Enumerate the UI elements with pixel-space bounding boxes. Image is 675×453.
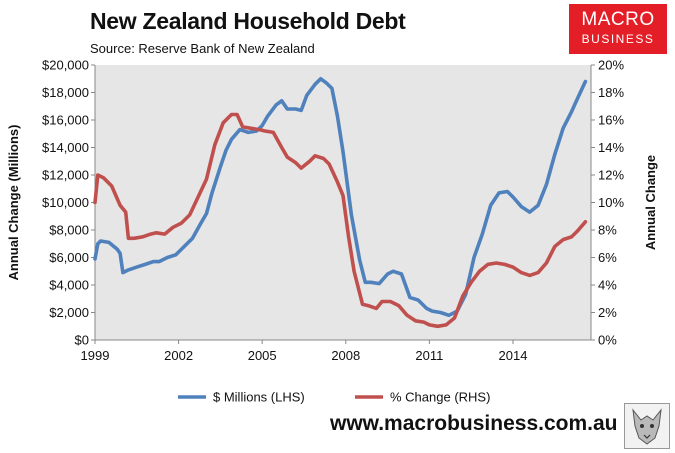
- y-right-tick-label: 2%: [598, 305, 617, 320]
- y-right-tick-label: 16%: [598, 113, 624, 128]
- y-right-tick-label: 10%: [598, 195, 624, 210]
- legend-label-1: $ Millions (LHS): [213, 390, 305, 405]
- y-left-tick-label: $0: [75, 333, 89, 348]
- y-right-tick-label: 4%: [598, 278, 617, 293]
- y-right-tick-label: 18%: [598, 85, 624, 100]
- x-tick-label: 2014: [499, 348, 528, 363]
- y-right-tick-label: 14%: [598, 140, 624, 155]
- legend-label-2: % Change (RHS): [390, 390, 490, 405]
- website-url: www.macrobusiness.com.au: [330, 412, 618, 435]
- x-tick-label: 2011: [415, 348, 443, 363]
- y-right-tick-label: 12%: [598, 168, 624, 183]
- y-right-axis-label: Annual Change: [643, 155, 658, 250]
- wolf-logo-icon: [624, 403, 670, 449]
- x-tick-label: 2002: [164, 348, 193, 363]
- y-left-tick-label: $16,000: [42, 113, 89, 128]
- y-left-tick-label: $2,000: [49, 305, 89, 320]
- series-line-1: [93, 77, 588, 318]
- x-tick-label: 2008: [331, 348, 360, 363]
- y-right-tick-label: 8%: [598, 223, 617, 238]
- macrobusiness-logo: MACRO BUSINESS: [569, 4, 667, 54]
- y-left-tick-label: $20,000: [42, 58, 89, 73]
- y-right-tick-label: 6%: [598, 250, 617, 265]
- x-tick-label: 2005: [248, 348, 277, 363]
- y-right-tick-label: 20%: [598, 58, 624, 73]
- y-left-tick-label: $8,000: [49, 223, 89, 238]
- logo-line-1: MACRO: [581, 9, 655, 30]
- y-left-tick-label: $10,000: [42, 195, 89, 210]
- y-left-tick-label: $18,000: [42, 85, 89, 100]
- x-tick-label: 1999: [81, 348, 110, 363]
- logo-line-2: BUSINESS: [581, 32, 655, 46]
- y-left-tick-label: $4,000: [49, 278, 89, 293]
- y-right-tick-label: 0%: [598, 333, 617, 348]
- y-left-tick-label: $12,000: [42, 168, 89, 183]
- series-line-2: [93, 112, 588, 329]
- y-left-tick-label: $14,000: [42, 140, 89, 155]
- y-left-axis-label: Annual Change (Millions): [6, 125, 21, 281]
- chart-title: New Zealand Household Debt: [90, 8, 406, 34]
- y-left-tick-label: $6,000: [49, 250, 89, 265]
- chart-source: Source: Reserve Bank of New Zealand: [90, 41, 315, 56]
